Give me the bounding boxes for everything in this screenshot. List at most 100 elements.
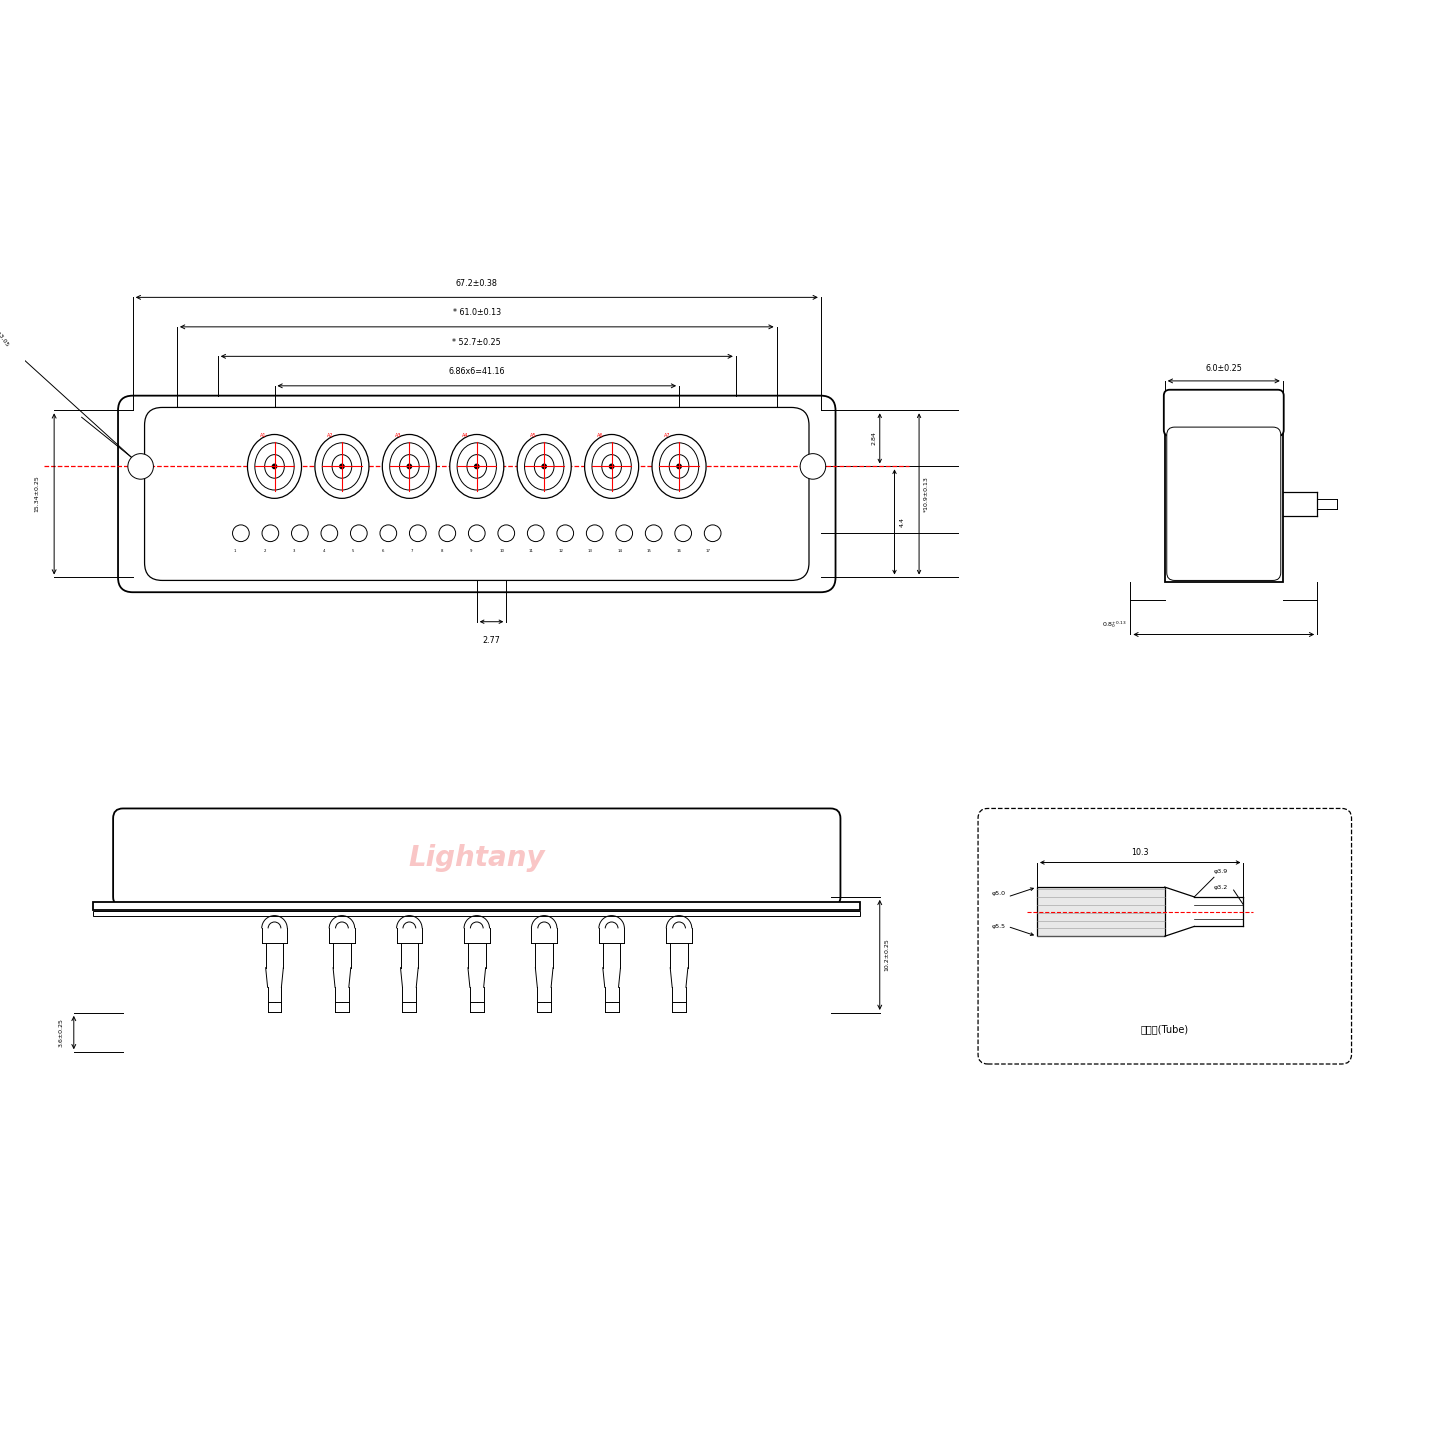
Ellipse shape — [534, 455, 554, 478]
Text: 10.3: 10.3 — [1132, 848, 1149, 857]
Circle shape — [704, 526, 721, 541]
Text: φ5.5: φ5.5 — [992, 924, 1005, 929]
Circle shape — [380, 526, 396, 541]
Ellipse shape — [265, 455, 284, 478]
Circle shape — [475, 464, 480, 468]
Text: 4: 4 — [323, 549, 325, 553]
FancyBboxPatch shape — [1164, 390, 1283, 436]
Text: A3: A3 — [395, 433, 402, 438]
Circle shape — [408, 464, 412, 468]
Circle shape — [232, 526, 249, 541]
Bar — [94, 910, 860, 916]
Text: 3.6±0.25: 3.6±0.25 — [59, 1018, 63, 1047]
Bar — [1037, 887, 1165, 936]
Bar — [1165, 425, 1283, 582]
Ellipse shape — [652, 435, 706, 498]
Text: 13: 13 — [588, 549, 593, 553]
Ellipse shape — [449, 435, 504, 498]
Text: 5: 5 — [351, 549, 354, 553]
Text: 11: 11 — [528, 549, 534, 553]
Circle shape — [350, 526, 367, 541]
Circle shape — [340, 464, 344, 468]
Text: $0.8^{+0.13}_{0}$: $0.8^{+0.13}_{0}$ — [1103, 619, 1128, 629]
Ellipse shape — [602, 455, 622, 478]
Text: *10.9±0.13: *10.9±0.13 — [924, 477, 929, 511]
Circle shape — [677, 464, 681, 468]
Text: 2.84: 2.84 — [871, 432, 877, 445]
Text: 14: 14 — [618, 549, 622, 553]
Text: A4: A4 — [462, 433, 468, 438]
Text: A5: A5 — [530, 433, 536, 438]
Text: A7: A7 — [664, 433, 671, 438]
Ellipse shape — [399, 455, 419, 478]
Ellipse shape — [248, 435, 301, 498]
Circle shape — [645, 526, 662, 541]
Circle shape — [675, 526, 691, 541]
Circle shape — [439, 526, 455, 541]
Text: φ5.0: φ5.0 — [992, 891, 1005, 897]
Text: 15: 15 — [647, 549, 652, 553]
FancyBboxPatch shape — [114, 808, 841, 907]
Bar — [94, 901, 860, 910]
Ellipse shape — [456, 444, 497, 490]
Text: 4.4: 4.4 — [900, 517, 904, 527]
Text: 9: 9 — [469, 549, 472, 553]
Text: * 52.7±0.25: * 52.7±0.25 — [452, 337, 501, 347]
Circle shape — [291, 526, 308, 541]
Text: 16: 16 — [677, 549, 681, 553]
Text: 2-φ3.05: 2-φ3.05 — [0, 325, 9, 347]
Text: 6.86x6=41.16: 6.86x6=41.16 — [448, 367, 505, 376]
Ellipse shape — [585, 435, 639, 498]
Circle shape — [128, 454, 154, 480]
Circle shape — [801, 454, 825, 480]
Ellipse shape — [383, 435, 436, 498]
Text: 3: 3 — [292, 549, 295, 553]
Text: * 61.0±0.13: * 61.0±0.13 — [452, 308, 501, 317]
Ellipse shape — [323, 444, 361, 490]
Ellipse shape — [333, 455, 351, 478]
Ellipse shape — [517, 435, 572, 498]
Text: 2.77: 2.77 — [482, 636, 501, 645]
Ellipse shape — [255, 444, 294, 490]
Text: φ3.2: φ3.2 — [1214, 886, 1228, 890]
Text: 17: 17 — [706, 549, 711, 553]
Circle shape — [498, 526, 514, 541]
Ellipse shape — [670, 455, 688, 478]
FancyBboxPatch shape — [118, 396, 835, 592]
Text: 6: 6 — [382, 549, 384, 553]
Text: 1: 1 — [235, 549, 236, 553]
Ellipse shape — [660, 444, 698, 490]
Text: A1: A1 — [259, 433, 266, 438]
Text: 7: 7 — [410, 549, 413, 553]
Circle shape — [609, 464, 613, 468]
Circle shape — [616, 526, 632, 541]
Circle shape — [409, 526, 426, 541]
Circle shape — [557, 526, 573, 541]
Ellipse shape — [467, 455, 487, 478]
Text: 6.0±0.25: 6.0±0.25 — [1205, 364, 1243, 373]
Circle shape — [586, 526, 603, 541]
Text: 2: 2 — [264, 549, 266, 553]
Text: φ3.9: φ3.9 — [1214, 870, 1228, 874]
Circle shape — [541, 464, 546, 468]
FancyBboxPatch shape — [1166, 428, 1280, 580]
Circle shape — [527, 526, 544, 541]
Text: 12: 12 — [559, 549, 563, 553]
Ellipse shape — [390, 444, 429, 490]
Ellipse shape — [524, 444, 564, 490]
FancyBboxPatch shape — [978, 808, 1352, 1064]
Circle shape — [321, 526, 338, 541]
Ellipse shape — [592, 444, 631, 490]
Text: A2: A2 — [327, 433, 334, 438]
Text: Lightany: Lightany — [409, 844, 546, 871]
Circle shape — [272, 464, 276, 468]
Text: 67.2±0.38: 67.2±0.38 — [456, 278, 498, 288]
Circle shape — [468, 526, 485, 541]
Text: 屏蔽管(Tube): 屏蔽管(Tube) — [1140, 1024, 1189, 1034]
Text: 10.2±0.25: 10.2±0.25 — [884, 939, 890, 972]
Circle shape — [262, 526, 279, 541]
Text: 8: 8 — [441, 549, 444, 553]
FancyBboxPatch shape — [144, 408, 809, 580]
Text: A6: A6 — [598, 433, 603, 438]
Ellipse shape — [315, 435, 369, 498]
